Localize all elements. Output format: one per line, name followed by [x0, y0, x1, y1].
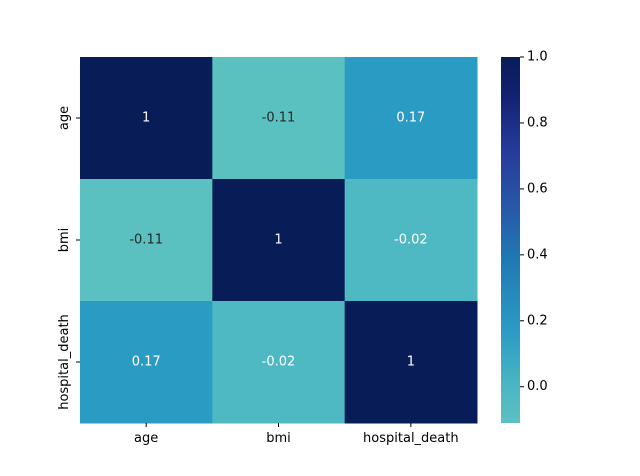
colorbar-gradient [501, 57, 520, 423]
cell-value-label: 0.17 [396, 111, 425, 126]
heatmap-cell-bmi-hospital_death [344, 179, 478, 302]
heatmap-cells [80, 57, 478, 424]
heatmap-cell-age-bmi [212, 57, 346, 180]
colorbar: 0.0 0.2 0.4 0.6 0.8 1.0 [501, 50, 548, 423]
y-tick-label: age [57, 106, 72, 130]
y-axis: age bmi hospital_death [57, 106, 80, 410]
cell-value-label: 1 [274, 233, 282, 248]
heatmap-cell-bmi-bmi [212, 179, 346, 302]
cell-value-label: -0.02 [394, 233, 428, 248]
x-axis: age bmi hospital_death [134, 423, 459, 446]
y-tick-label: hospital_death [57, 314, 72, 410]
heatmap-cell-age-hospital_death [344, 57, 478, 180]
heatmap-cell-hospital_death-bmi [212, 301, 346, 424]
cell-value-label: -0.11 [262, 111, 296, 126]
colorbar-tick-label: 0.6 [527, 181, 548, 196]
cell-value-label: 1 [407, 355, 415, 370]
cell-value-label: -0.11 [129, 233, 163, 248]
y-tick-label: bmi [57, 228, 72, 253]
x-tick-label: hospital_death [363, 431, 459, 446]
colorbar-tick-label: 0.4 [527, 247, 548, 262]
colorbar-tick-label: 0.2 [527, 313, 548, 328]
heatmap-cell-age-age [80, 57, 213, 180]
colorbar-tick-label: 0.0 [527, 379, 548, 394]
heatmap-cell-bmi-age [80, 179, 213, 302]
x-tick-label: age [134, 431, 158, 446]
heatmap-cell-hospital_death-age [80, 301, 213, 424]
x-tick-label: bmi [266, 431, 291, 446]
cell-value-label: -0.02 [262, 355, 296, 370]
heatmap-cell-labels: 1 -0.11 0.17 -0.11 1 -0.02 0.17 -0.02 1 [129, 111, 427, 370]
heatmap-cell-hospital_death-hospital_death [344, 301, 478, 424]
colorbar-tick-label: 1.0 [527, 50, 548, 65]
cell-value-label: 0.17 [132, 355, 161, 370]
colorbar-tick-label: 0.8 [527, 115, 548, 130]
cell-value-label: 1 [142, 111, 150, 126]
